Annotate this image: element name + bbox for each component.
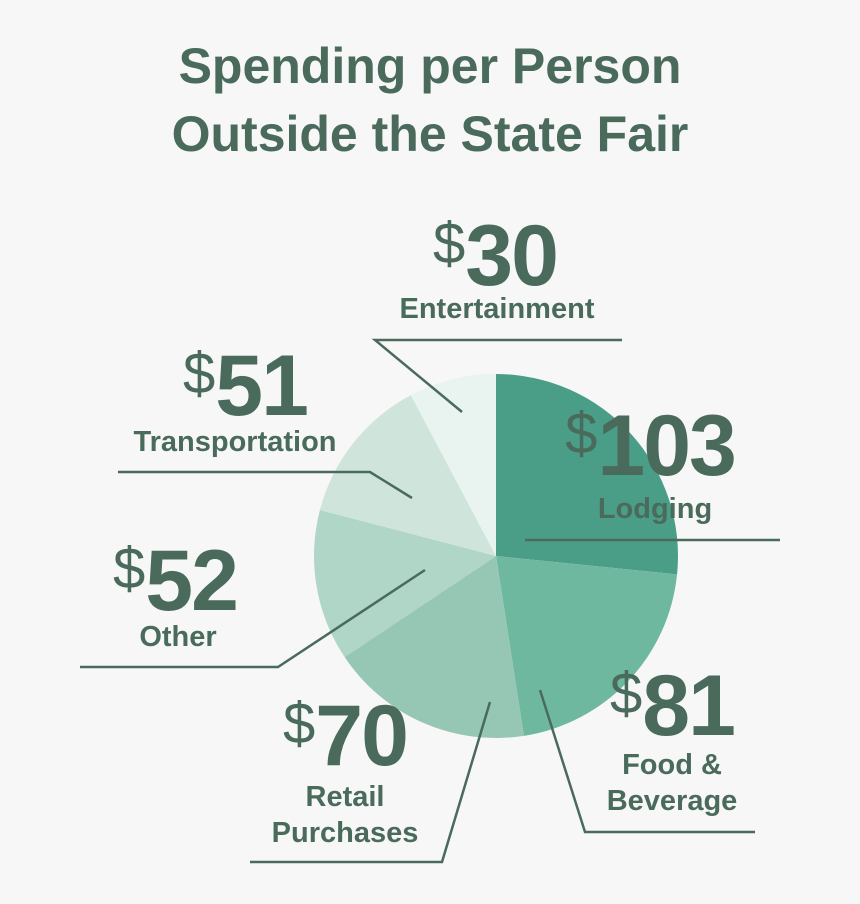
category-label: Lodging — [598, 493, 712, 525]
value-label: $70 — [283, 688, 407, 784]
value-label: $30 — [433, 208, 557, 304]
value-label: $52 — [113, 533, 237, 629]
pie-slice — [319, 395, 496, 556]
value-label: $81 — [610, 658, 734, 754]
category-label: Other — [139, 621, 216, 653]
pie-slice — [344, 556, 524, 738]
value-label: $51 — [183, 338, 307, 434]
category-label: Transportation — [133, 426, 336, 458]
category-label: Entertainment — [400, 293, 595, 325]
leader-line — [250, 701, 492, 864]
pie-slice — [410, 374, 496, 556]
chart-title: Spending per Person Outside the State Fai… — [172, 38, 689, 162]
value-label: $103 — [565, 398, 735, 494]
leader-line — [80, 568, 426, 669]
leader-line — [538, 689, 755, 834]
leader-line — [371, 338, 622, 413]
category-label: Retail Purchases — [272, 781, 419, 849]
category-label: Food & Beverage — [607, 749, 738, 817]
pie-slice — [496, 374, 678, 575]
leader-line — [118, 470, 413, 500]
